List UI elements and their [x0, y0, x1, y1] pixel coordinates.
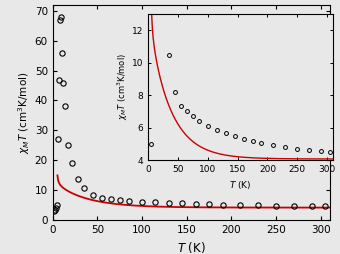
Y-axis label: $\chi_M$$T$ (cm$^3$K/mol): $\chi_M$$T$ (cm$^3$K/mol)	[116, 54, 130, 120]
X-axis label: $T$ (K): $T$ (K)	[229, 179, 252, 192]
X-axis label: $T$ (K): $T$ (K)	[177, 240, 206, 254]
Y-axis label: $\chi_M$$T$ (cm$^3$K/mol): $\chi_M$$T$ (cm$^3$K/mol)	[16, 71, 32, 154]
